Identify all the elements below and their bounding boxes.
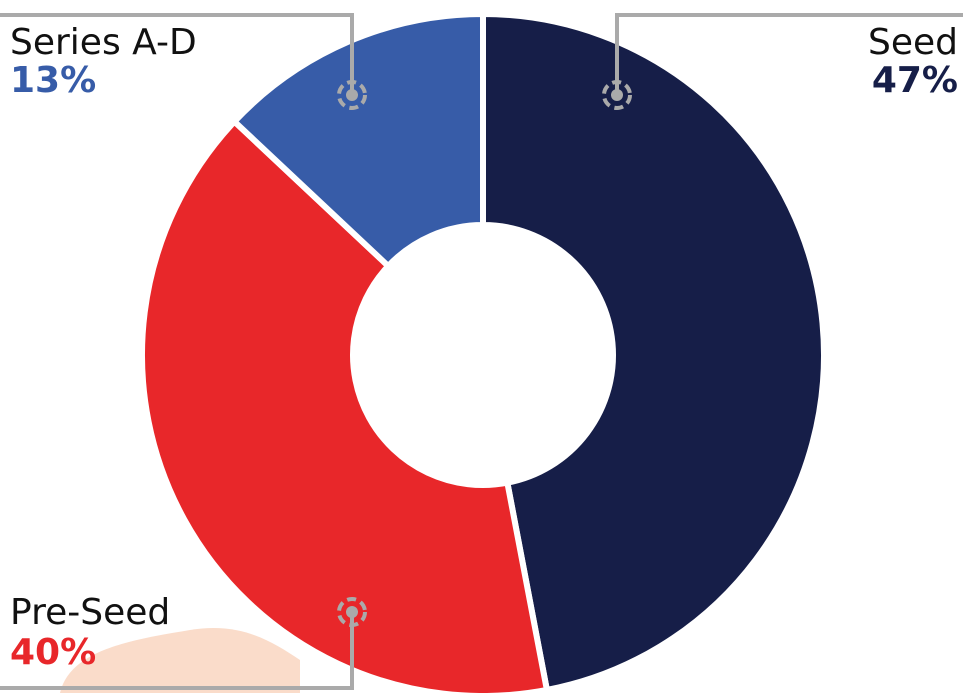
slices [139,11,827,693]
slice [231,11,486,270]
value-label: 47% [872,60,958,101]
category-label: Seed [868,22,958,63]
leader-line [0,612,354,690]
leader-line [0,13,354,95]
slice [139,118,550,693]
value-label: 13% [10,60,96,101]
slice [480,11,827,693]
marker-ring [337,597,367,627]
category-label: Pre-Seed [10,592,170,633]
marker-dot [346,606,358,618]
leader-line [615,13,963,95]
marker-ring [337,80,367,110]
marker-dot [346,89,358,101]
background-blob [60,628,300,693]
marker-dot [611,89,623,101]
category-label: Series A-D [10,22,197,63]
value-label: 40% [10,632,96,673]
marker-ring [602,80,632,110]
